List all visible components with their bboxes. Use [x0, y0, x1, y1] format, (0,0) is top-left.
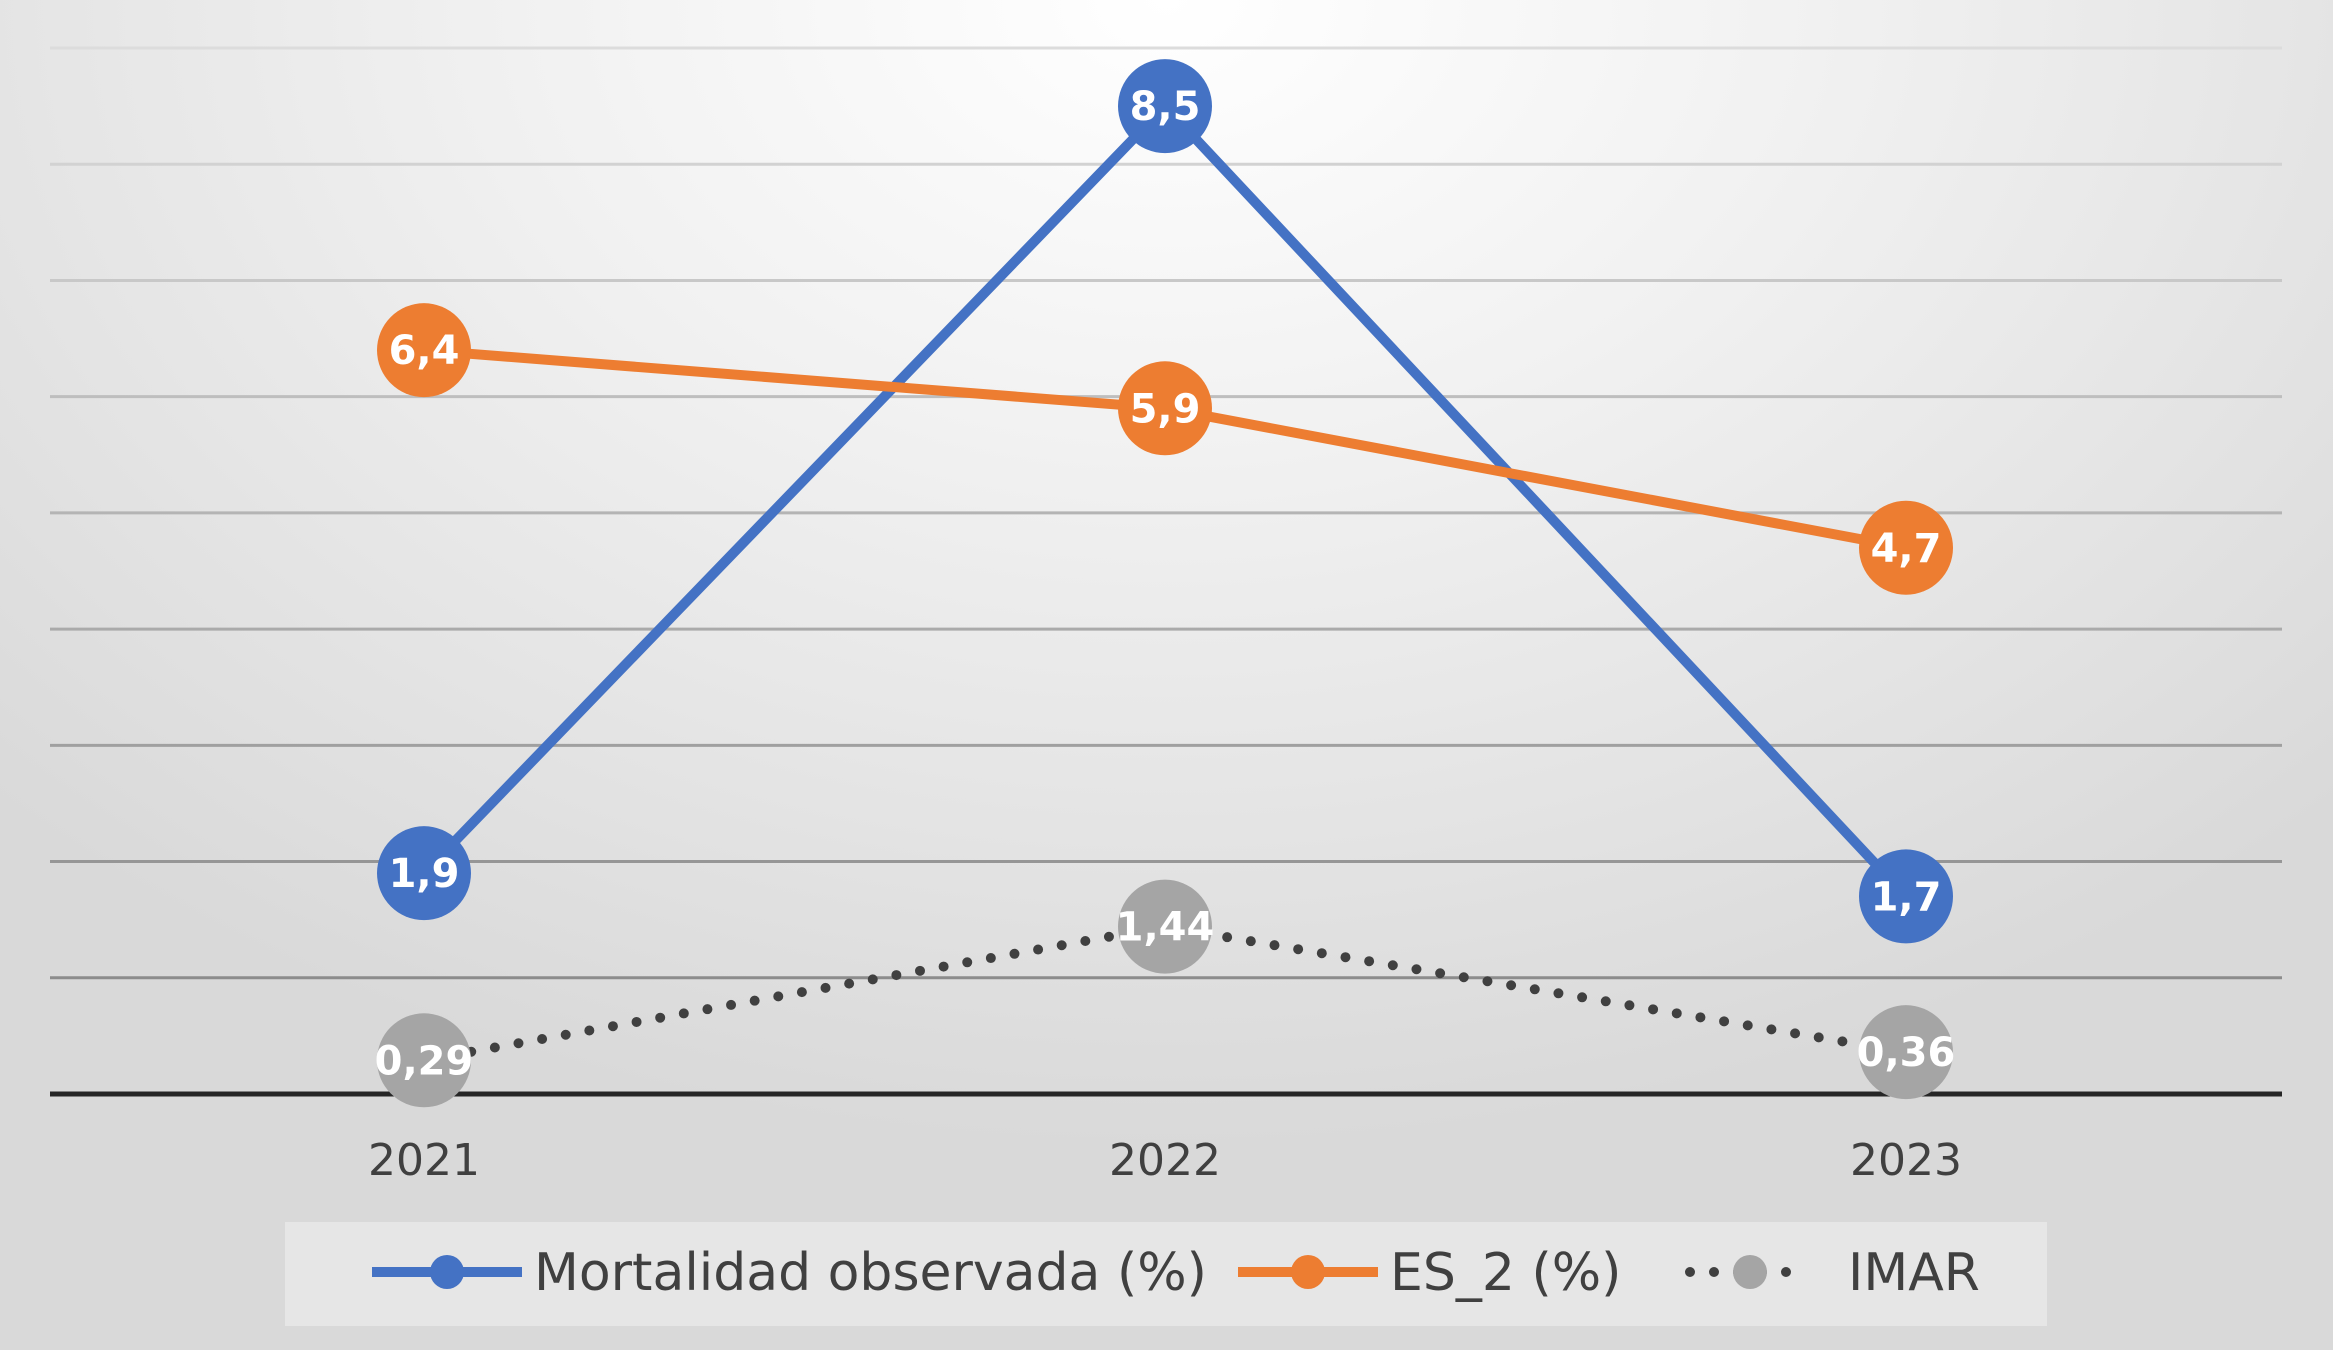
gridlines: [50, 46, 2282, 980]
legend-marker-swatch: [1733, 1255, 1767, 1289]
data-label: 4,7: [1871, 526, 1942, 572]
data-label: 1,7: [1871, 874, 1942, 920]
data-label: 0,36: [1857, 1030, 1956, 1076]
data-point-marker: [377, 826, 471, 921]
x-tick-label: 2022: [1109, 1135, 1221, 1186]
legend-label: Mortalidad observada (%): [534, 1243, 1207, 1303]
data-point-marker: [1859, 500, 1953, 595]
data-point-marker: [1859, 1005, 1953, 1100]
data-point-marker: [1118, 59, 1212, 154]
data-label: 6,4: [389, 328, 460, 374]
legend-label: IMAR: [1848, 1243, 1980, 1303]
x-axis-tick-labels: 2021 2022 2023: [368, 1135, 1962, 1186]
data-label: 5,9: [1130, 386, 1201, 432]
legend-label: ES_2 (%): [1390, 1243, 1621, 1303]
data-point-marker: [377, 303, 471, 398]
data-point-marker: [1859, 849, 1953, 944]
data-label: 1,44: [1116, 905, 1215, 951]
data-label: 1,9: [389, 851, 460, 897]
legend-marker-swatch: [1291, 1255, 1325, 1289]
data-point-marker: [377, 1013, 471, 1108]
series-markers: 0,29 1,44 0,36 6,4 5,9 4,7 1,9 8,5 1,7: [375, 59, 1956, 1108]
data-label: 8,5: [1130, 84, 1201, 130]
legend-marker-swatch: [430, 1255, 464, 1289]
data-point-marker: [1118, 879, 1212, 974]
legend: Mortalidad observada (%) ES_2 (%) IMAR: [372, 1243, 1980, 1303]
data-point-marker: [1118, 361, 1212, 456]
x-tick-label: 2023: [1850, 1135, 1962, 1186]
x-tick-label: 2021: [368, 1135, 480, 1186]
data-label: 0,29: [375, 1038, 474, 1084]
